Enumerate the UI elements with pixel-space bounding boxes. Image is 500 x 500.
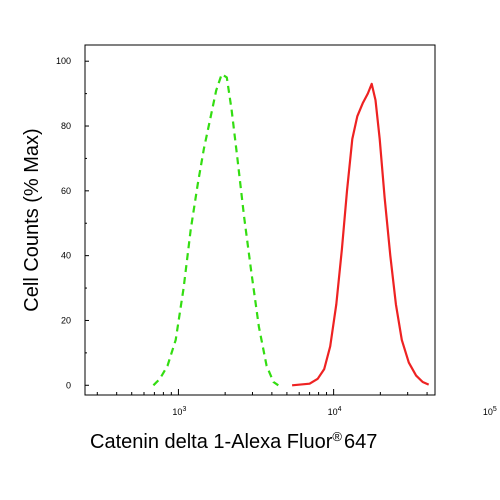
series-line-1 bbox=[152, 73, 279, 387]
y-tick-label: 40 bbox=[61, 251, 71, 261]
y-tick-label: 60 bbox=[61, 186, 71, 196]
series-layer bbox=[152, 73, 430, 387]
y-tick-label: 100 bbox=[56, 56, 71, 66]
x-tick-label: 105 bbox=[483, 406, 497, 417]
x-tick-label: 103 bbox=[172, 406, 186, 417]
x-axis-title-suffix: 647 bbox=[344, 431, 377, 453]
x-axis-title: Catenin delta 1-Alexa Fluor® 647 bbox=[90, 429, 377, 453]
y-axis-title: Cell Counts (% Max) bbox=[21, 128, 43, 311]
y-tick-label: 20 bbox=[61, 315, 71, 325]
y-tick-label: 0 bbox=[66, 380, 71, 390]
x-tick-label: 104 bbox=[328, 406, 342, 417]
y-axis-ticks: 0 20 40 60 80 100 bbox=[56, 56, 89, 390]
x-axis-title-main: Catenin delta 1-Alexa Fluor bbox=[90, 431, 333, 453]
x-axis-ticks: 103 104 105 bbox=[96, 389, 497, 417]
registered-mark: ® bbox=[332, 429, 342, 444]
plot-frame bbox=[84, 44, 436, 396]
y-tick-label: 80 bbox=[61, 121, 71, 131]
series-line-2 bbox=[291, 82, 430, 387]
